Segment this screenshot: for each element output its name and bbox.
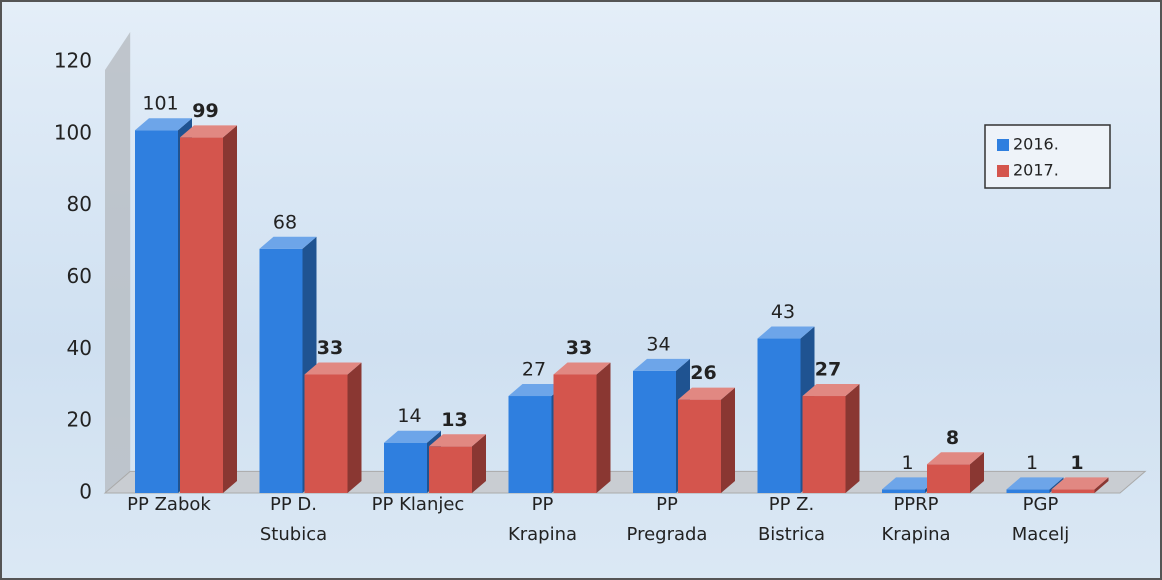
x-tick-label: PP Zabok: [127, 494, 211, 515]
x-tick-label: PP Z. Bistrica: [757, 494, 826, 545]
bar: [1051, 477, 1109, 493]
bar-top: [1051, 477, 1109, 490]
bar: [304, 362, 362, 493]
y-tick-label: 40: [67, 336, 92, 360]
bar-front: [882, 489, 925, 493]
data-label: 26: [690, 362, 716, 384]
data-label: 34: [646, 333, 670, 355]
bar-top: [927, 452, 984, 465]
bar-front: [429, 446, 472, 493]
y-tick-label: 100: [54, 120, 92, 144]
bar-top: [553, 362, 611, 375]
bar-top: [304, 362, 362, 375]
x-tick-label: PPRP Krapina: [881, 494, 951, 545]
bar: [259, 236, 317, 493]
side-wall: [105, 32, 131, 493]
data-label: 1: [1026, 452, 1038, 474]
data-label: 33: [317, 337, 343, 359]
data-label: 1: [901, 452, 913, 474]
bar-side: [596, 362, 611, 493]
x-tick-label: PP Klanjec: [371, 494, 465, 515]
x-tick-label: PP Krapina: [507, 494, 578, 545]
bar: [927, 452, 984, 493]
bar: [429, 434, 486, 493]
bar-front: [384, 442, 427, 493]
bar-side: [1094, 477, 1109, 493]
bar-top: [882, 477, 939, 490]
bar-top: [259, 236, 317, 249]
y-tick-label: 0: [79, 480, 92, 504]
legend-label: 2017.: [1013, 161, 1059, 180]
data-label: 1: [1070, 452, 1083, 474]
bar-front: [633, 370, 676, 493]
bar-top: [135, 118, 192, 131]
bar-front: [553, 374, 597, 493]
bar-top: [1006, 477, 1064, 490]
bar: [802, 384, 860, 493]
bar-top: [429, 434, 486, 447]
bar-side: [845, 384, 860, 493]
data-label: 27: [815, 359, 841, 381]
bar: [553, 362, 611, 493]
bar-top: [678, 387, 735, 400]
data-label: 8: [946, 427, 959, 449]
data-label: 101: [142, 93, 178, 115]
bar-front: [259, 248, 303, 493]
data-label: 27: [522, 359, 546, 381]
data-label: 68: [273, 211, 297, 233]
legend-label: 2016.: [1013, 135, 1059, 154]
bar-top: [180, 125, 237, 138]
bar-front: [180, 137, 223, 494]
x-tick-label: PP D. Stubica: [259, 494, 328, 545]
bar-front: [135, 130, 178, 493]
bar-top: [802, 384, 860, 397]
bar-front: [1051, 489, 1095, 493]
y-tick-label: 60: [67, 264, 92, 288]
bar-top: [384, 430, 441, 443]
y-tick-label: 20: [67, 408, 92, 432]
data-label: 14: [397, 405, 421, 427]
bar-front: [678, 399, 721, 493]
bar-front: [927, 464, 970, 493]
bar-top: [633, 358, 690, 371]
bar-top: [508, 384, 566, 397]
bar-front: [1006, 489, 1050, 493]
bar-front: [508, 396, 552, 493]
legend-box: [984, 124, 1111, 189]
data-label: 33: [566, 337, 592, 359]
bar: [180, 125, 237, 494]
x-tick-label: PP Pregrada: [626, 494, 708, 545]
data-label: 13: [441, 409, 467, 431]
bar-side: [223, 125, 237, 494]
bar-side: [721, 387, 735, 493]
legend-swatch: [997, 139, 1009, 151]
bar-top: [757, 326, 815, 339]
data-label: 43: [771, 301, 795, 323]
bar-front: [802, 396, 846, 493]
bar-front: [304, 374, 348, 493]
bar: [678, 387, 735, 493]
bar-side: [347, 362, 362, 493]
y-tick-label: 80: [67, 192, 92, 216]
x-tick-label: PGP Macelj: [1011, 494, 1070, 545]
y-tick-label: 120: [54, 49, 92, 73]
data-label: 99: [192, 100, 218, 122]
bar-front: [757, 338, 801, 493]
bar-side: [970, 452, 984, 493]
legend-swatch: [997, 165, 1009, 177]
bar-side: [472, 434, 486, 493]
